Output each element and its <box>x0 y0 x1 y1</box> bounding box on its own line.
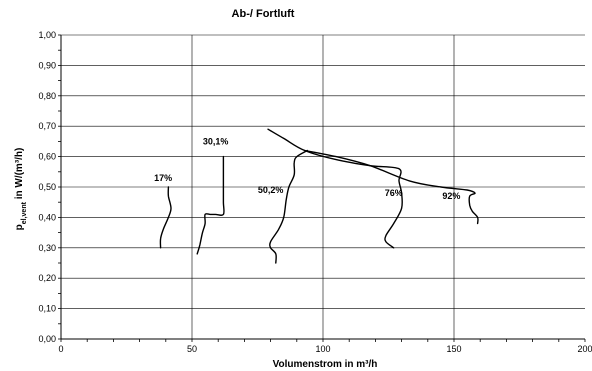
x-axis-label: Volumenstrom in m³/h <box>273 359 378 370</box>
y-tick-label: 0,10 <box>38 304 56 314</box>
y-tick-label: 0,00 <box>38 334 56 344</box>
y-tick-label: 0,50 <box>38 182 56 192</box>
series-line-2 <box>196 155 225 255</box>
y-axis-label-rest: in W/(m³/h) <box>14 148 25 202</box>
y-tick-label: 0,20 <box>38 273 56 283</box>
x-tick-label: 50 <box>187 344 197 354</box>
series-label-1: 17% <box>154 173 172 183</box>
series-label-5: 92% <box>442 191 460 201</box>
y-axis-label: pel,vent in W/(m³/h) <box>14 148 28 231</box>
series-line-1 <box>159 186 172 249</box>
y-tick-label: 0,70 <box>38 121 56 131</box>
series-label-2: 30,1% <box>203 136 229 146</box>
series-label-3: 50,2% <box>258 185 284 195</box>
y-tick-label: 1,00 <box>38 30 56 40</box>
series-line-5 <box>304 149 479 225</box>
grid <box>61 34 585 339</box>
y-tick-label: 0,30 <box>38 243 56 253</box>
curve-labels: 17% 30,1% 50,2% 76% 92% <box>154 136 460 201</box>
chart-title: Ab-/ Fortluft <box>232 8 295 20</box>
x-tick-label: 100 <box>315 344 330 354</box>
series-label-4: 76% <box>385 188 403 198</box>
x-tick-label: 150 <box>446 344 461 354</box>
series-line-3 <box>269 149 308 264</box>
y-axis-label-sub: el,vent <box>21 201 28 224</box>
y-tick-label: 0,80 <box>38 91 56 101</box>
series <box>159 128 479 264</box>
y-axis-label-main: p <box>14 224 25 230</box>
x-tick-label: 200 <box>577 344 592 354</box>
x-tick-label: 0 <box>58 344 63 354</box>
y-tick-label: 0,40 <box>38 212 56 222</box>
y-tick-label: 0,90 <box>38 60 56 70</box>
ticks: 0,00 0,10 0,20 0,30 0,40 0,50 0,60 0,70 0,80 0,90… <box>38 30 592 354</box>
y-tick-label: 0,60 <box>38 152 56 162</box>
